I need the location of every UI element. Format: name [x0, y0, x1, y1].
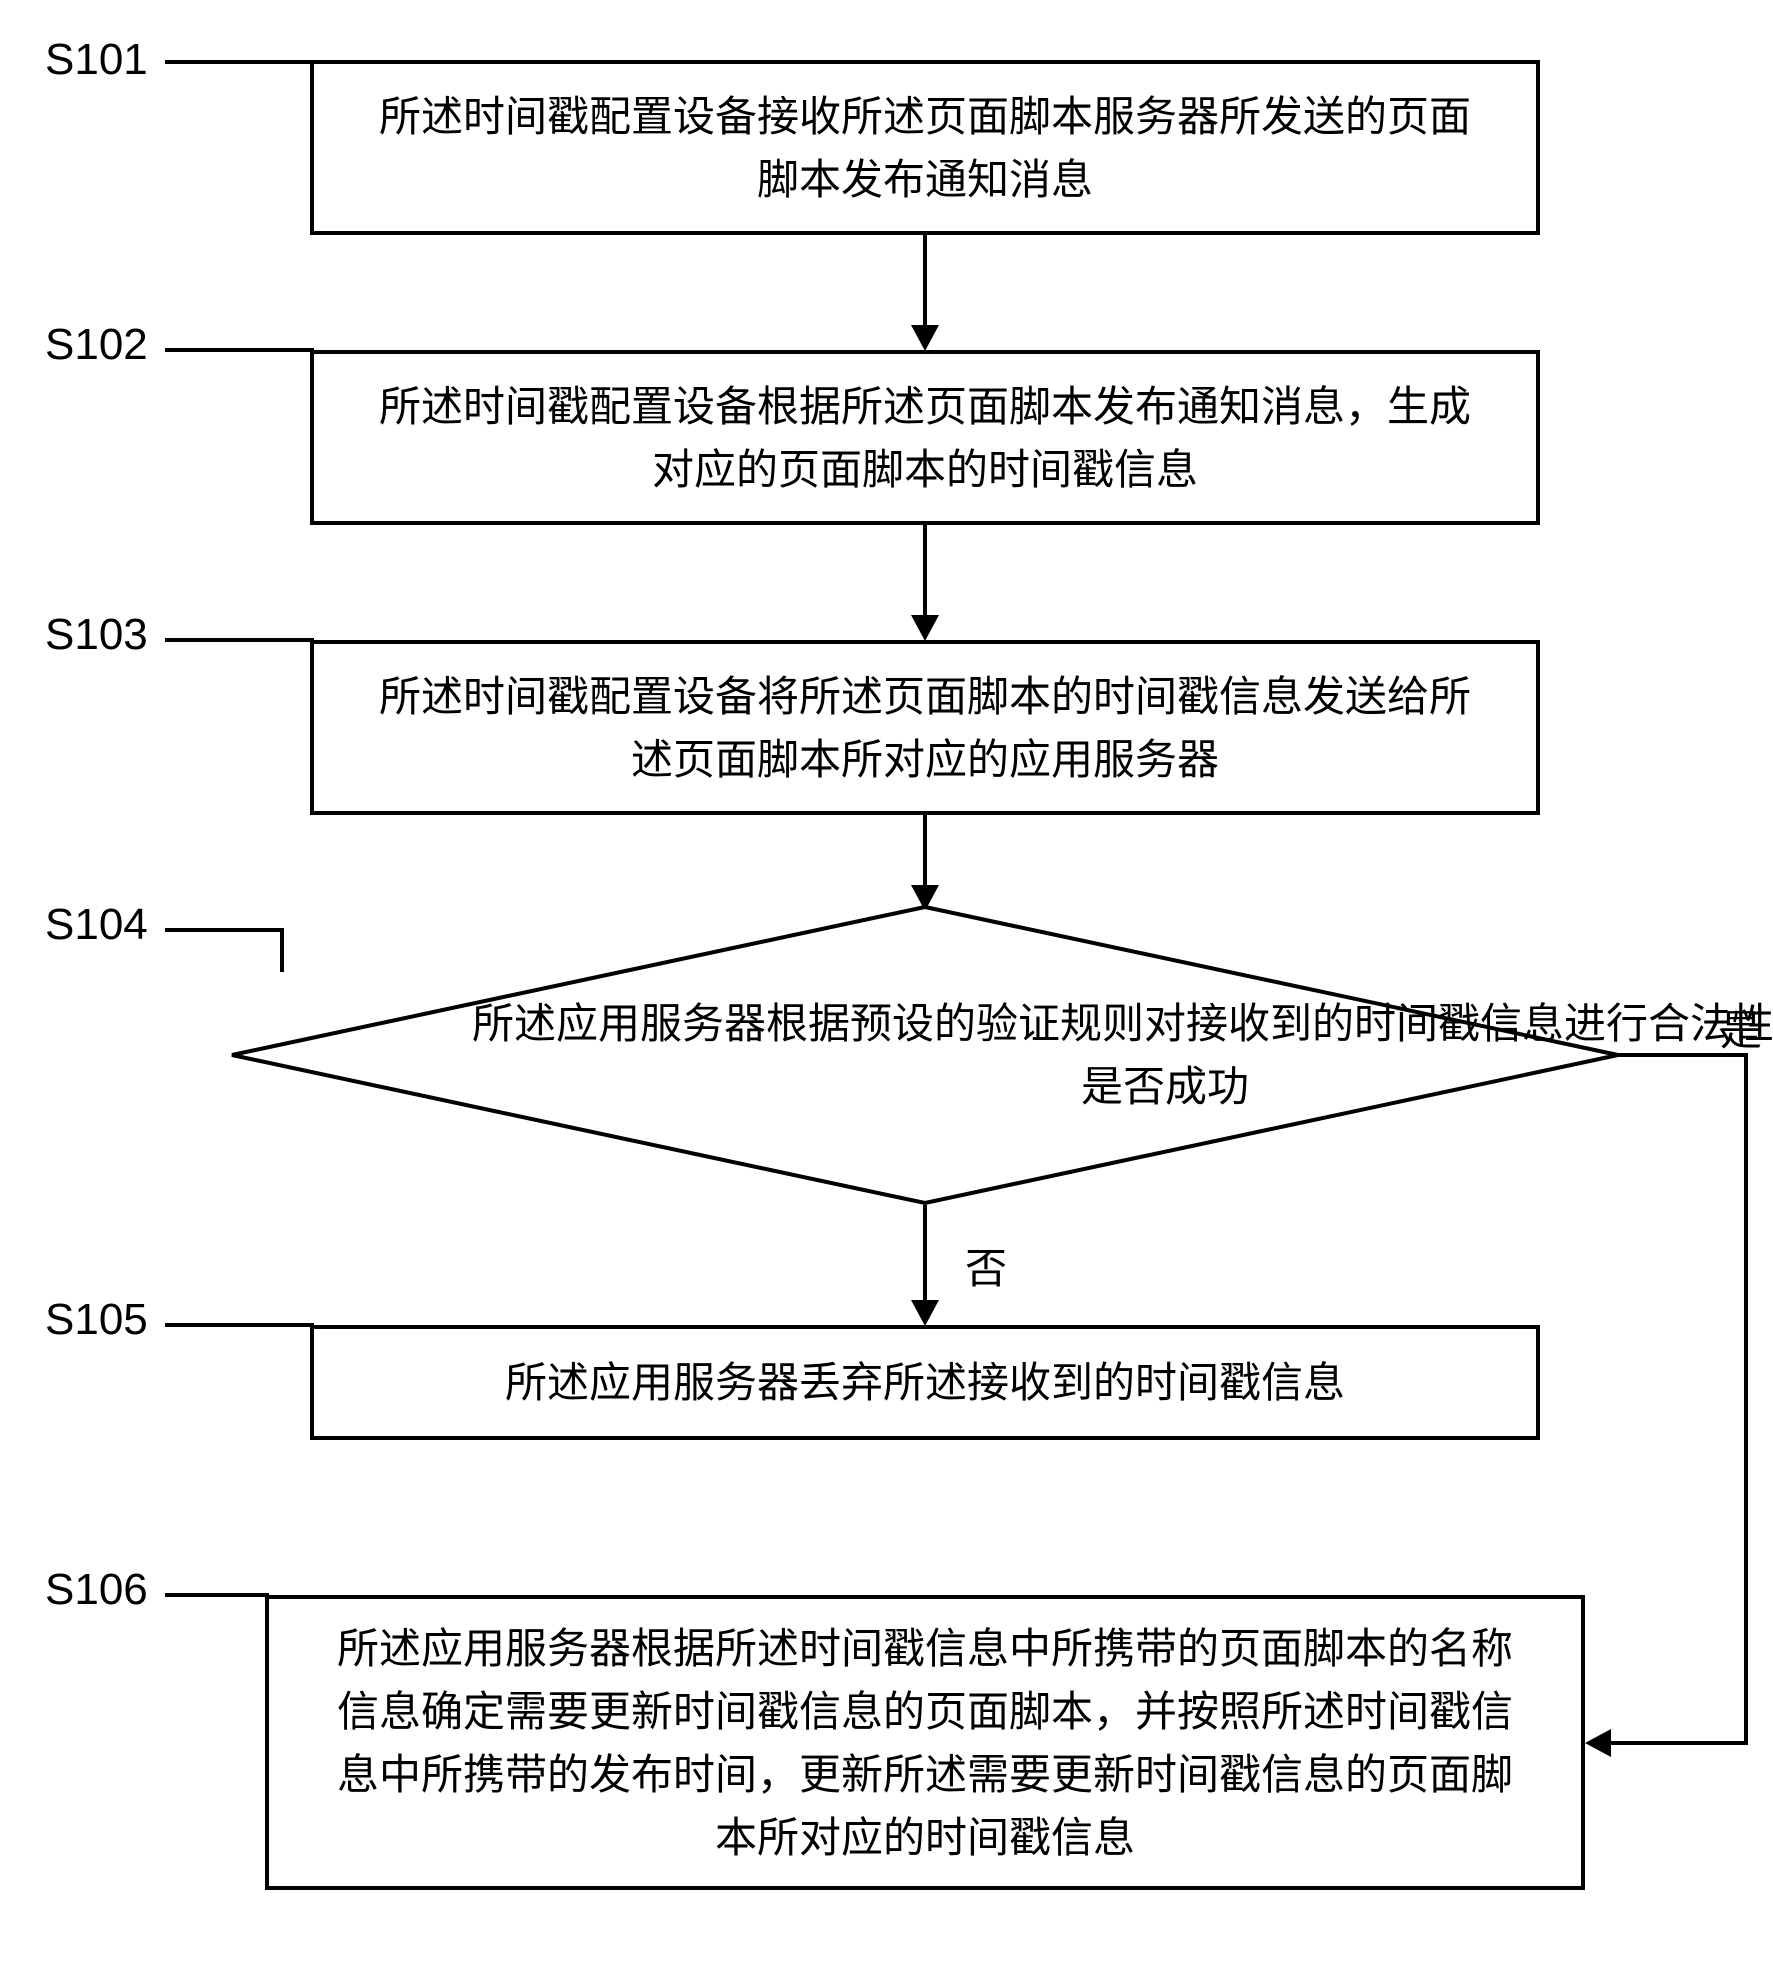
arrowhead-s104-s106: [1585, 1729, 1611, 1757]
process-s102: 所述时间戳配置设备根据所述页面脚本发布通知消息，生成对应的页面脚本的时间戳信息: [310, 350, 1540, 525]
arrowhead-s101-s102: [911, 325, 939, 351]
process-s105: 所述应用服务器丢弃所述接收到的时间戳信息: [310, 1325, 1540, 1440]
edge-s104-s106-v: [1744, 1053, 1748, 1743]
step-label-s101: S101: [45, 35, 148, 85]
edge-s104-s105: [923, 1205, 927, 1300]
edge-label-no: 否: [965, 1235, 1007, 1296]
decision-s104: 所述应用服务器根据预设的验证规则对接收到的时间戳信息进行合法性验证是否成功: [230, 905, 1620, 1205]
label-connector-s102: [165, 348, 314, 392]
decision-s104-text: 所述应用服务器根据预设的验证规则对接收到的时间戳信息进行合法性验证是否成功: [230, 905, 1773, 1205]
arrowhead-s104-s105: [911, 1300, 939, 1326]
edge-s104-s106-h2: [1611, 1741, 1748, 1745]
label-connector-s106: [165, 1593, 269, 1637]
step-label-s105: S105: [45, 1295, 148, 1345]
flowchart-root: S101 S102 S103 S104 S105 S106 所述时间戳配置设备接…: [30, 30, 1773, 1951]
arrowhead-s102-s103: [911, 615, 939, 641]
step-label-s103: S103: [45, 610, 148, 660]
edge-s103-s104: [923, 815, 927, 885]
label-connector-s101: [165, 60, 314, 104]
step-label-s104: S104: [45, 900, 148, 950]
process-s101: 所述时间戳配置设备接收所述页面脚本服务器所发送的页面脚本发布通知消息: [310, 60, 1540, 235]
process-s106: 所述应用服务器根据所述时间戳信息中所携带的页面脚本的名称信息确定需要更新时间戳信…: [265, 1595, 1585, 1890]
label-connector-s103: [165, 638, 314, 682]
edge-label-yes: 是: [1720, 997, 1762, 1058]
step-label-s106: S106: [45, 1565, 148, 1615]
step-label-s102: S102: [45, 320, 148, 370]
process-s103: 所述时间戳配置设备将所述页面脚本的时间戳信息发送给所述页面脚本所对应的应用服务器: [310, 640, 1540, 815]
edge-s101-s102: [923, 235, 927, 325]
edge-s102-s103: [923, 525, 927, 615]
label-connector-s105: [165, 1323, 314, 1367]
